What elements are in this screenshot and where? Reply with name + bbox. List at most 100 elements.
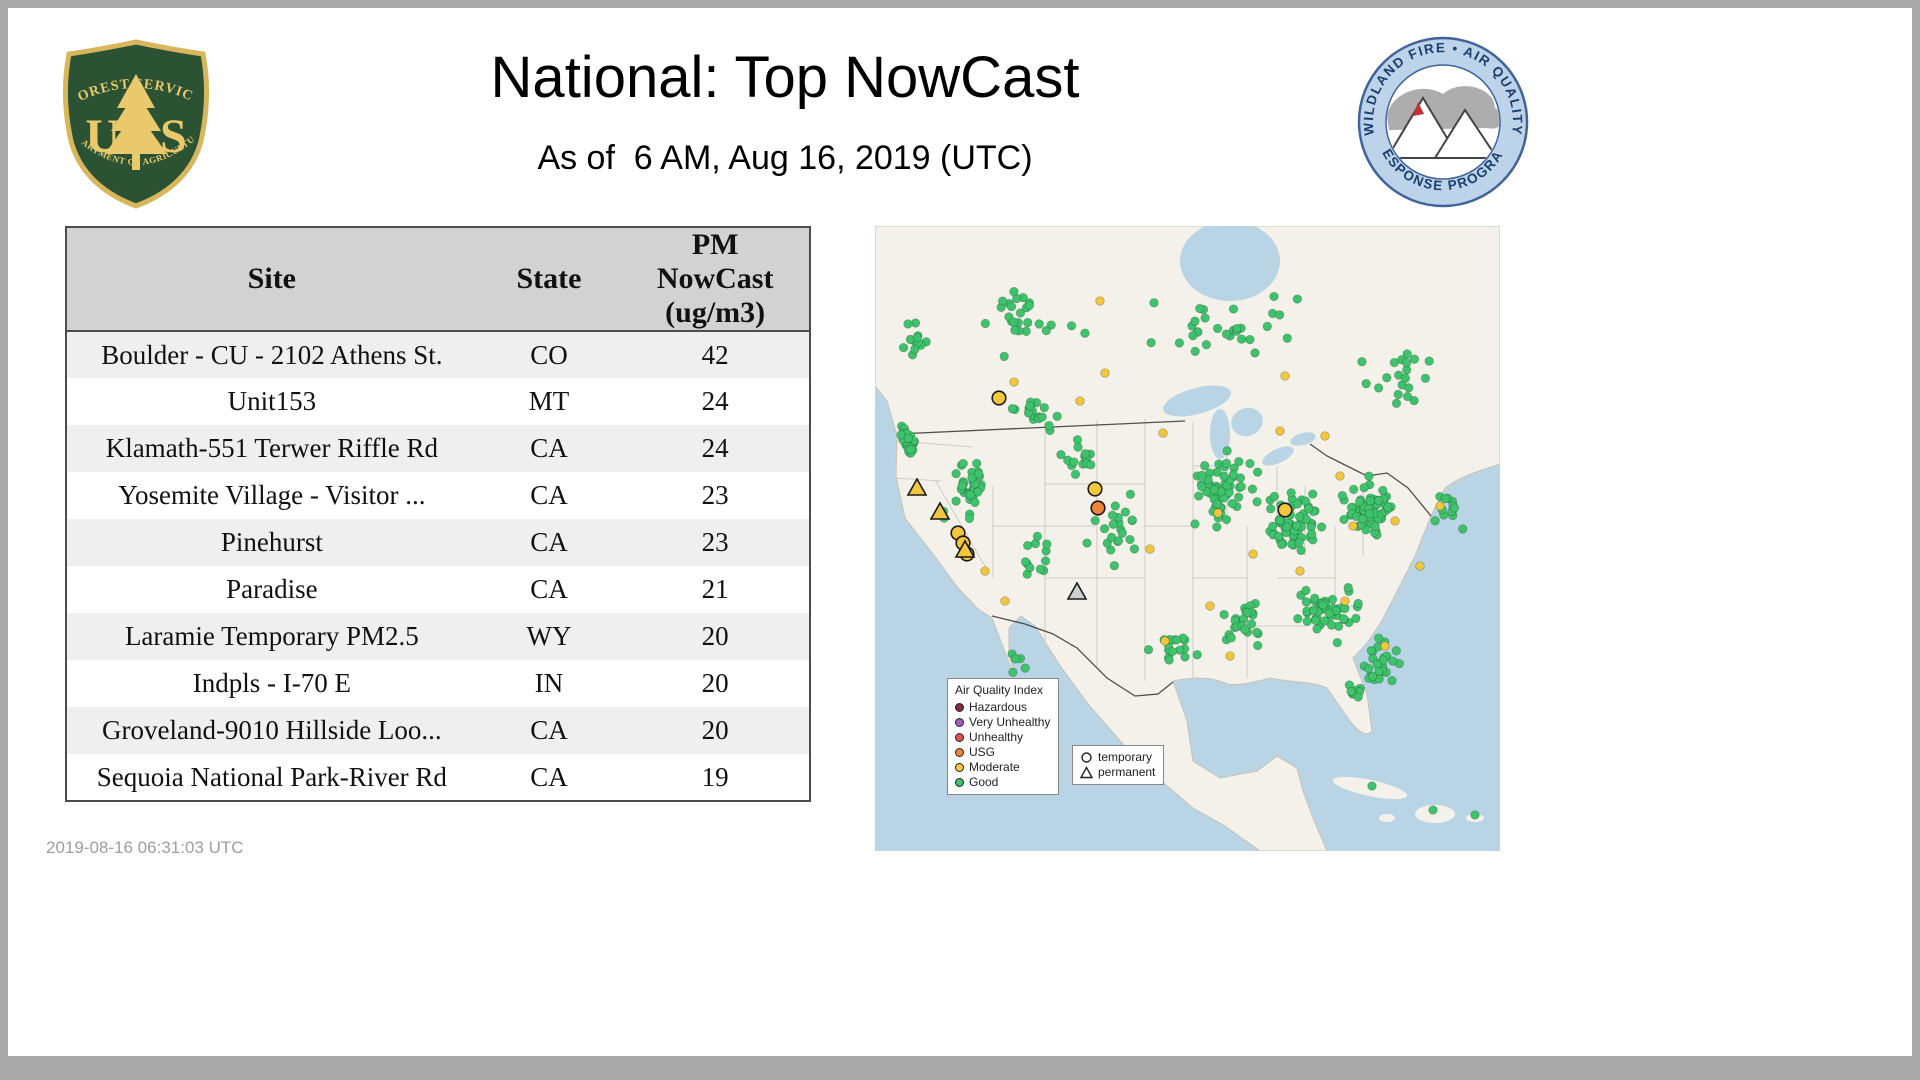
monitor-dot-good [1052,411,1062,421]
monitor-dot-good [1420,373,1431,383]
monitor-dot-good [1338,614,1349,624]
monitor-dot-good [912,332,922,343]
monitor-dot-good [1274,531,1284,542]
monitor-dot-good [1232,323,1242,334]
monitor-dot-good [903,319,913,329]
monitor-dot-moderate [1415,561,1425,571]
nowcast-table-header: Site State PM NowCast (ug/m3) [66,227,810,332]
monitor-dot-good [1409,354,1420,364]
monitor-dot-good [958,458,968,469]
monitor-dot-good [964,513,975,524]
monitor-dot-good [1175,645,1185,655]
monitor-dot-good [1233,492,1244,502]
monitor-dot-good [1378,655,1388,665]
monitor-dot-good [1404,383,1414,393]
monitor-dot-good [1127,515,1137,525]
state-cell: MT [528,386,570,416]
monitor-dot-good [1428,805,1438,815]
monitor-dot-good [1041,325,1051,336]
monitor-dot-good [1292,521,1302,531]
monitor-dot-good [1221,458,1232,468]
monitor-dot-good [1402,349,1412,359]
monitor-dot-good [1194,491,1204,501]
monitor-dot-good [1212,323,1223,334]
monitor-dot-good [1292,294,1302,304]
monitor-dot-good [1359,483,1369,493]
site-cell: Unit153 [227,386,317,416]
monitor-dot-good [1373,383,1384,393]
wildland-fire-program-logo: WILDLAND FIRE • AIR QUALITY RESPONSE PRO… [1357,36,1529,208]
col-header-state: State [476,227,622,332]
monitor-dot-good [966,490,976,500]
site-marker-triangle [929,501,951,520]
legend-color-dot [955,748,964,757]
monitor-dot-good [1219,609,1229,620]
monitor-dot-moderate [1225,651,1235,661]
monitor-dot-good [1070,469,1081,479]
monitor-dot-good [1032,531,1043,541]
moderate-dots-layer [980,296,1445,661]
monitor-dot-good [1449,503,1460,513]
monitor-dot-good [1358,514,1368,524]
monitor-dot-good [1391,646,1401,656]
monitor-dot-good [1296,545,1306,556]
monitor-dot-good [1346,686,1356,697]
monitor-dot-good [1391,398,1402,408]
site-marker-circle [1087,481,1103,497]
monitor-dot-good [1190,346,1200,356]
logo-mountains-scene [1387,86,1499,159]
monitor-dot-good [1250,348,1260,358]
state-cell: CA [530,761,568,792]
monitor-dot-moderate [1320,431,1330,441]
monitor-dot-good [1365,496,1376,506]
legend-item-unhealthy: Unhealthy [955,730,1051,745]
value-cell: 20 [701,621,729,651]
monitor-dot-moderate [1248,549,1258,559]
monitor-dot-good [1374,495,1384,506]
monitor-dot-good [1470,810,1480,820]
monitor-dot-good [1324,608,1334,619]
header: National: Top NowCast As of 6 AM, Aug 16… [220,44,1350,178]
monitor-dot-good [1355,496,1365,507]
monitor-dot-good [1025,401,1035,411]
monitor-dot-good [1188,331,1198,341]
monitor-dot-good [1337,490,1347,501]
monitor-dot-good [1129,544,1140,554]
legend-item-usg: USG [955,745,1051,760]
site-marker-circle [1277,502,1293,518]
monitor-dot-good [1190,519,1200,529]
monitor-dot-good [1402,391,1413,402]
value-cell: 24 [701,433,729,463]
monitor-dot-good [1343,583,1353,593]
monitor-dot-good [967,473,977,483]
legend-color-dot [955,703,964,712]
table-row: Boulder - CU - 2102 Athens St. CO 42 [66,331,810,378]
state-cell: CA [530,574,568,604]
monitor-dot-good [1458,524,1468,534]
fire-spot-icon [1413,102,1424,116]
monitor-dot-good [1353,692,1363,702]
col-header-pm-nowcast: PM NowCast (ug/m3) [621,227,810,332]
monitor-dot-good [1316,522,1327,532]
monitor-dot-good [1318,600,1328,610]
monitor-dot-good [1294,511,1305,522]
monitor-dot-good [980,318,990,329]
monitor-dot-good [1353,598,1363,609]
site-markers-layer [906,390,1293,600]
state-cell: WY [526,621,572,651]
legend-item-very-unhealthy: Very Unhealthy [955,715,1051,730]
circle-symbol-icon [1081,752,1092,763]
monitor-dot-good [1282,333,1292,343]
usfs-logo: FOREST SERVICE US DEPARTMENT OF AGRICULT… [55,36,210,209]
monitor-dot-good [1037,412,1047,422]
value-cell: 19 [701,761,729,792]
monitor-dot-good [1252,497,1262,507]
monitor-dot-good [1008,667,1018,677]
monitor-dot-moderate [1145,544,1155,554]
monitor-dot-good [1301,585,1311,596]
table-row: Sequoia National Park-River Rd CA 19 [66,754,810,801]
great-lakes-and-hudson-bay [1163,226,1316,466]
monitor-dot-good [1015,308,1026,318]
monitor-dot-good [1066,321,1077,331]
monitor-dot-good [1357,357,1367,367]
